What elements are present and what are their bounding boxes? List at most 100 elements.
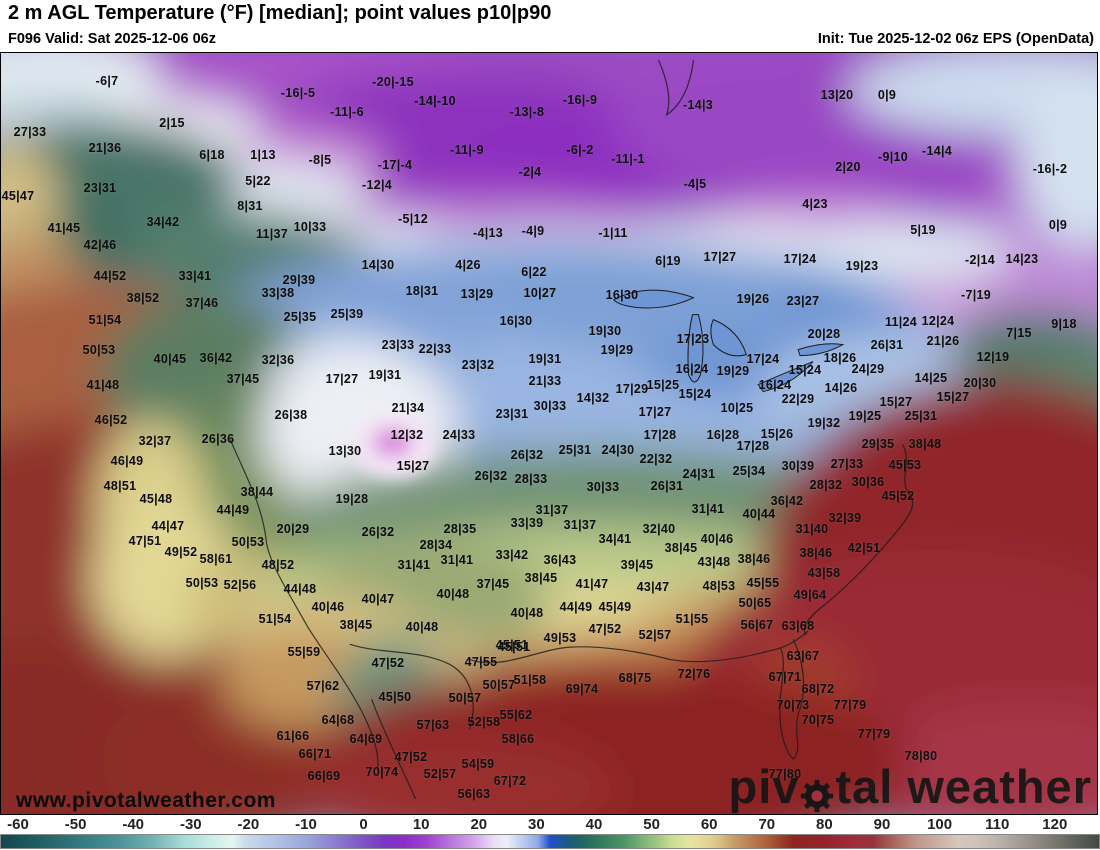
point-value: 46|49 xyxy=(110,454,144,468)
point-value: 30|39 xyxy=(781,459,815,473)
point-value: 25|31 xyxy=(904,409,938,423)
colorbar-ticks: -60 -50 -40 -30 -20 -10 0 10 20 30 40 50 60 70 80 90 100… xyxy=(0,816,1100,833)
point-value: 43|58 xyxy=(807,566,841,580)
point-value: -4|13 xyxy=(472,226,504,240)
point-value: 26|31 xyxy=(870,338,904,352)
point-value: 77|79 xyxy=(833,698,867,712)
point-value: 30|36 xyxy=(851,475,885,489)
point-value: 28|34 xyxy=(419,538,453,552)
point-value: 21|26 xyxy=(926,334,960,348)
point-value: 47|52 xyxy=(588,622,622,636)
colorbar-tick-label: -20 xyxy=(237,816,260,833)
point-value: 68|75 xyxy=(618,671,652,685)
point-value: 24|30 xyxy=(601,443,635,457)
point-value: 17|27 xyxy=(325,372,359,386)
point-value: -14|4 xyxy=(921,144,953,158)
colorbar-tick-label: 30 xyxy=(528,816,545,833)
point-value: 6|18 xyxy=(199,148,225,162)
point-value: -20|-15 xyxy=(372,75,414,89)
point-value: 44|52 xyxy=(93,269,127,283)
point-value: 19|28 xyxy=(335,492,369,506)
point-value: 17|28 xyxy=(643,428,677,442)
colorbar-tick-label: -30 xyxy=(179,816,202,833)
point-value: 26|32 xyxy=(474,469,508,483)
point-value: 40|48 xyxy=(436,587,470,601)
point-value: 70|74 xyxy=(365,765,399,779)
point-value: 31|37 xyxy=(563,518,597,532)
colorbar-tick-label: 50 xyxy=(643,816,660,833)
point-value: 6|19 xyxy=(655,254,681,268)
point-value: 17|24 xyxy=(783,252,817,266)
point-value: 14|32 xyxy=(576,391,610,405)
point-value: 22|33 xyxy=(418,342,452,356)
point-value: 66|69 xyxy=(307,769,341,783)
point-value: 25|34 xyxy=(732,464,766,478)
point-value: 13|20 xyxy=(820,88,854,102)
colorbar-tick-label: 80 xyxy=(816,816,833,833)
point-value: -16|-5 xyxy=(280,86,316,100)
point-value: -14|3 xyxy=(682,98,714,112)
colorbar-tick-label: 90 xyxy=(873,816,891,833)
point-value: 19|23 xyxy=(845,259,879,273)
point-value: 44|49 xyxy=(216,503,250,517)
point-value: -16|-2 xyxy=(1032,162,1068,176)
point-value: 51|58 xyxy=(513,673,547,687)
point-value: 70|73 xyxy=(776,698,810,712)
point-value: 12|32 xyxy=(390,428,424,442)
point-value: 40|44 xyxy=(742,507,776,521)
point-value: 14|25 xyxy=(914,371,948,385)
point-value: -11|-9 xyxy=(450,143,484,157)
point-value: 67|71 xyxy=(768,670,802,684)
point-value: 52|57 xyxy=(423,767,457,781)
temperature-field xyxy=(1,53,1097,814)
point-value: 28|35 xyxy=(443,522,477,536)
point-value: 66|71 xyxy=(298,747,332,761)
point-value: 38|48 xyxy=(908,437,942,451)
colorbar-tick-label: 10 xyxy=(412,816,430,833)
colorbar: -60 -50 -40 -30 -20 -10 0 10 20 30 40 50 60 70 80 90 100… xyxy=(0,815,1100,850)
point-value: -17|-4 xyxy=(377,158,413,172)
point-value: 16|24 xyxy=(675,362,709,376)
point-value: -13|-8 xyxy=(509,105,545,119)
point-value: 15|27 xyxy=(879,395,913,409)
point-value: 18|31 xyxy=(405,284,439,298)
point-value: 19|31 xyxy=(528,352,562,366)
point-value: 38|45 xyxy=(664,541,698,555)
point-value: 47|55 xyxy=(464,655,498,669)
great-lakes xyxy=(612,289,845,393)
point-value: 72|76 xyxy=(677,667,711,681)
point-value: 18|26 xyxy=(823,351,857,365)
point-value: 58|61 xyxy=(199,552,233,566)
point-value: 36|43 xyxy=(543,553,577,567)
point-value: 57|63 xyxy=(416,718,450,732)
point-value: 15|25 xyxy=(646,378,680,392)
point-value: 50|53 xyxy=(82,343,116,357)
colorbar-gradient xyxy=(0,834,1100,849)
point-value: 23|31 xyxy=(83,181,117,195)
point-value: 51|55 xyxy=(675,612,709,626)
point-value: 38|52 xyxy=(126,291,160,305)
point-value: 29|35 xyxy=(861,437,895,451)
point-value: 49|53 xyxy=(543,631,577,645)
point-value: -8|5 xyxy=(308,153,332,167)
point-value: 33|42 xyxy=(495,548,529,562)
point-value: 19|29 xyxy=(716,364,750,378)
colorbar-tick-label: -10 xyxy=(295,816,317,833)
point-value: 32|40 xyxy=(642,522,676,536)
point-value: 45|53 xyxy=(888,458,922,472)
point-value: 19|26 xyxy=(736,292,770,306)
point-value: 23|33 xyxy=(381,338,415,352)
point-value: 31|41 xyxy=(440,553,474,567)
point-value: 26|31 xyxy=(650,479,684,493)
point-value: 43|47 xyxy=(636,580,670,594)
colorbar-tick-label: 120 xyxy=(1042,816,1068,833)
point-value: 0|9 xyxy=(877,88,897,102)
point-value: 55|62 xyxy=(499,708,533,722)
point-value: 23|32 xyxy=(461,358,495,372)
point-value: 43|48 xyxy=(697,555,731,569)
colorbar-tick-label: -50 xyxy=(64,816,87,833)
point-value: 77|79 xyxy=(857,727,891,741)
point-value: 70|75 xyxy=(801,713,835,727)
point-value: 13|29 xyxy=(460,287,494,301)
point-value: 12|24 xyxy=(921,314,955,328)
